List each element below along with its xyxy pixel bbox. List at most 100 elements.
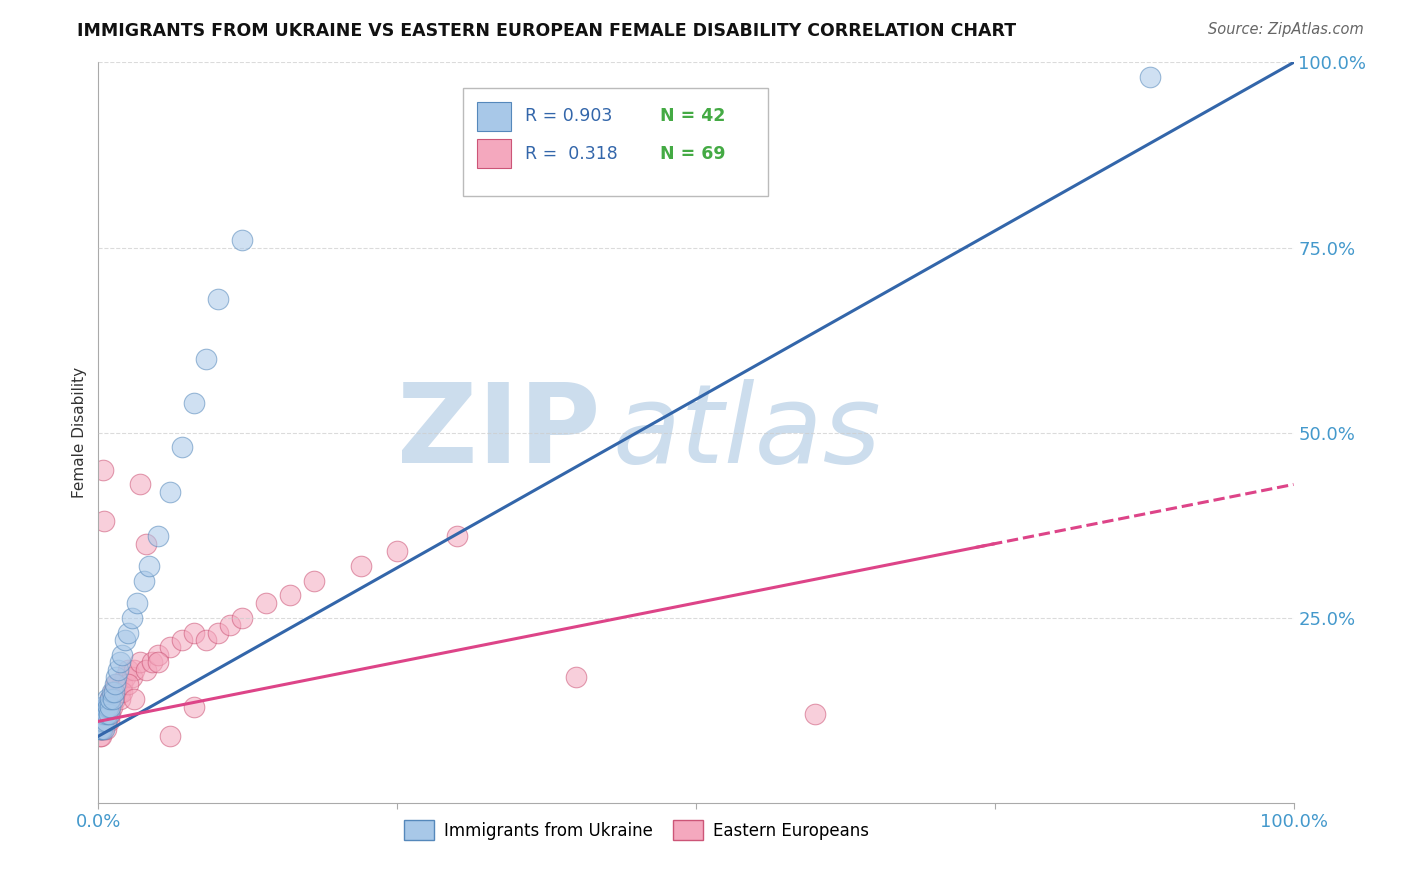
Point <box>104 677 127 691</box>
Point <box>94 714 117 729</box>
Point <box>207 625 229 640</box>
Point <box>446 529 468 543</box>
Point <box>98 706 122 721</box>
Point <box>350 558 373 573</box>
Point <box>117 677 139 691</box>
Point <box>138 558 160 573</box>
Point <box>91 722 114 736</box>
Point <box>231 610 253 624</box>
Point <box>231 233 253 247</box>
Point <box>93 515 115 529</box>
Point <box>93 699 115 714</box>
Point <box>94 699 117 714</box>
Point <box>91 699 114 714</box>
Point <box>159 484 181 499</box>
Point <box>108 692 131 706</box>
Point <box>207 293 229 307</box>
Point <box>96 714 118 729</box>
Point <box>107 677 129 691</box>
Point <box>278 589 301 603</box>
FancyBboxPatch shape <box>477 102 510 131</box>
Point <box>91 706 114 721</box>
Point <box>91 706 114 721</box>
Point <box>117 625 139 640</box>
Point <box>111 648 134 662</box>
Point <box>94 706 117 721</box>
Point <box>195 351 218 366</box>
Point <box>103 685 125 699</box>
Point <box>101 692 124 706</box>
Point <box>100 699 122 714</box>
Point <box>172 632 194 647</box>
Point <box>125 596 148 610</box>
Point <box>97 699 120 714</box>
Point <box>105 677 128 691</box>
Point <box>93 714 115 729</box>
Point <box>101 685 124 699</box>
Point <box>89 722 111 736</box>
Point <box>302 574 325 588</box>
Point <box>121 610 143 624</box>
Point <box>97 706 120 721</box>
Point <box>135 663 157 677</box>
Point <box>124 663 146 677</box>
Point <box>91 706 114 721</box>
Point <box>93 706 115 721</box>
Point <box>98 692 122 706</box>
Point <box>89 722 111 736</box>
Point <box>111 677 134 691</box>
Text: R = 0.903: R = 0.903 <box>524 108 613 126</box>
Point <box>97 699 120 714</box>
FancyBboxPatch shape <box>477 138 510 169</box>
Point <box>108 655 131 669</box>
Text: atlas: atlas <box>613 379 882 486</box>
Point <box>91 714 114 729</box>
Point <box>104 692 127 706</box>
Point <box>107 663 129 677</box>
Point <box>105 670 128 684</box>
Point <box>98 692 122 706</box>
Point <box>148 648 170 662</box>
Point <box>96 706 118 721</box>
Point <box>91 462 114 476</box>
Point <box>98 699 122 714</box>
Point <box>98 714 121 729</box>
Point <box>90 722 112 736</box>
Point <box>94 699 117 714</box>
Point <box>219 618 242 632</box>
Text: IMMIGRANTS FROM UKRAINE VS EASTERN EUROPEAN FEMALE DISABILITY CORRELATION CHART: IMMIGRANTS FROM UKRAINE VS EASTERN EUROP… <box>77 22 1017 40</box>
Point <box>254 596 277 610</box>
Point <box>121 670 143 684</box>
Point <box>90 729 112 743</box>
Point <box>172 441 194 455</box>
Point <box>159 729 181 743</box>
Point <box>96 692 118 706</box>
Legend: Immigrants from Ukraine, Eastern Europeans: Immigrants from Ukraine, Eastern Europea… <box>396 814 876 847</box>
Point <box>111 685 134 699</box>
Point <box>129 477 152 491</box>
Point <box>565 670 588 684</box>
Point <box>135 536 157 550</box>
Point <box>124 692 146 706</box>
Point <box>90 706 112 721</box>
Point <box>132 574 155 588</box>
Point <box>148 529 170 543</box>
Point <box>89 729 111 743</box>
Point <box>89 714 111 729</box>
Point <box>91 714 114 729</box>
Text: N = 69: N = 69 <box>661 145 725 162</box>
Point <box>89 714 111 729</box>
Point <box>183 396 205 410</box>
Point <box>91 714 114 729</box>
Point <box>94 722 117 736</box>
Point <box>114 670 136 684</box>
Point <box>96 706 118 721</box>
FancyBboxPatch shape <box>463 88 768 195</box>
Point <box>141 655 163 669</box>
Point <box>91 722 114 736</box>
Point <box>90 714 112 729</box>
Point <box>195 632 218 647</box>
Text: Source: ZipAtlas.com: Source: ZipAtlas.com <box>1208 22 1364 37</box>
Point <box>96 699 118 714</box>
Point <box>90 699 112 714</box>
